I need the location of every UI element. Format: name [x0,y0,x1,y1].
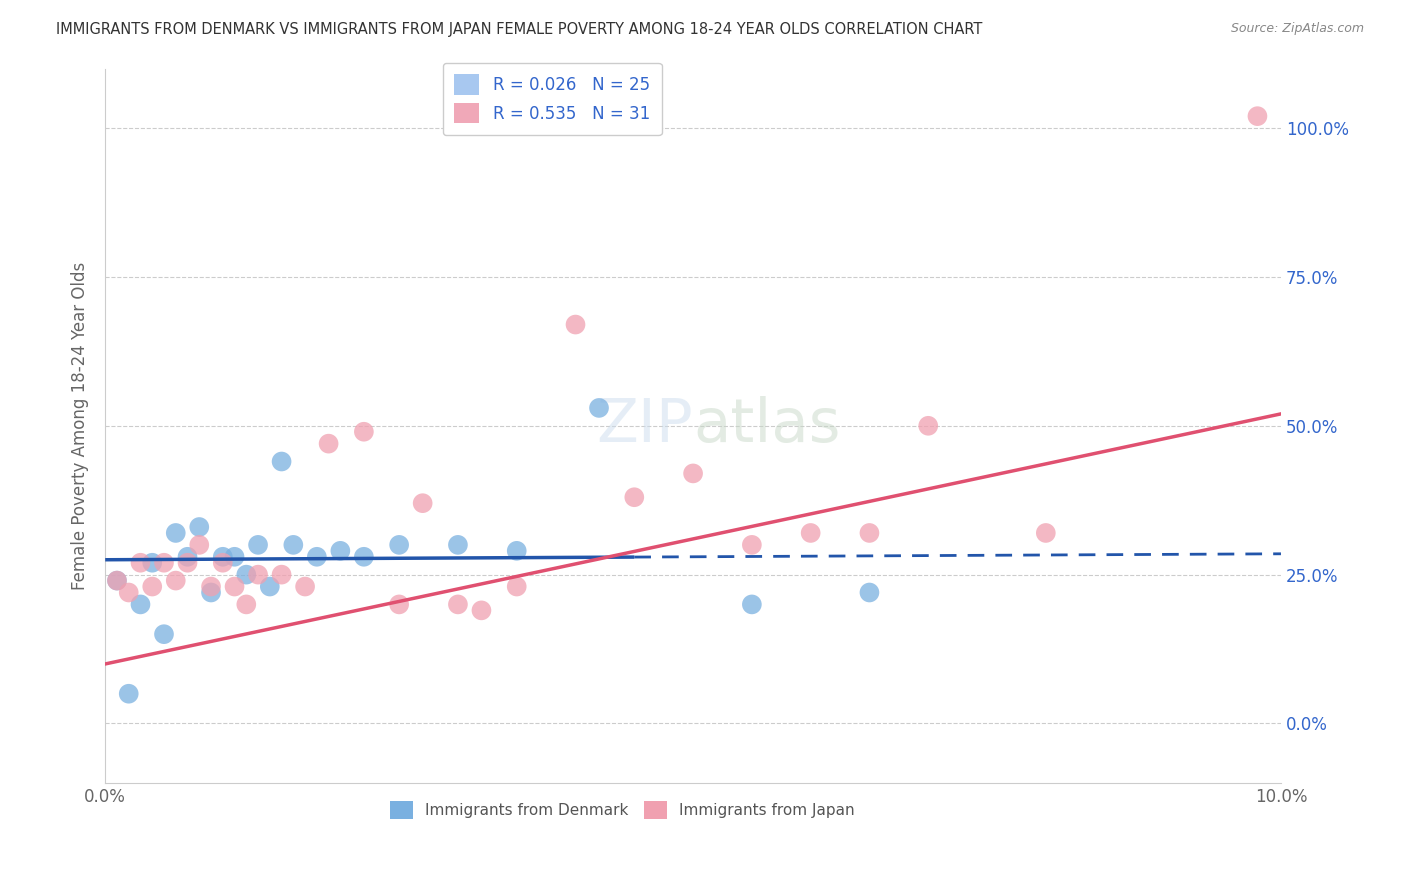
Y-axis label: Female Poverty Among 18-24 Year Olds: Female Poverty Among 18-24 Year Olds [72,261,89,590]
Point [176,549,198,564]
Point [506,580,529,594]
Point [353,425,375,439]
Text: Source: ZipAtlas.com: Source: ZipAtlas.com [1230,22,1364,36]
Point [224,580,246,594]
Point [259,580,281,594]
Point [800,525,823,540]
Point [858,525,880,540]
Point [129,556,152,570]
Point [176,556,198,570]
Point [270,567,292,582]
Point [305,549,328,564]
Point [200,580,222,594]
Point [283,538,305,552]
Point [353,549,375,564]
Point [200,585,222,599]
Point [153,556,176,570]
Point [235,567,257,582]
Point [1035,525,1057,540]
Point [188,538,211,552]
Point [270,454,292,468]
Point [858,585,880,599]
Point [917,418,939,433]
Point [412,496,434,510]
Point [294,580,316,594]
Point [211,556,233,570]
Point [318,436,340,450]
Point [741,598,763,612]
Point [1246,109,1268,123]
Point [682,467,704,481]
Point [470,603,492,617]
Point [165,525,187,540]
Point [224,549,246,564]
Text: ZIP: ZIP [596,396,693,455]
Text: IMMIGRANTS FROM DENMARK VS IMMIGRANTS FROM JAPAN FEMALE POVERTY AMONG 18-24 YEAR: IMMIGRANTS FROM DENMARK VS IMMIGRANTS FR… [56,22,983,37]
Point [388,598,411,612]
Point [211,549,233,564]
Point [141,556,163,570]
Point [247,538,270,552]
Point [447,538,470,552]
Point [247,567,270,582]
Text: atlas: atlas [693,396,841,455]
Point [588,401,610,415]
Point [447,598,470,612]
Point [118,687,141,701]
Point [329,544,352,558]
Point [506,544,529,558]
Point [564,318,586,332]
Point [153,627,176,641]
Point [141,580,163,594]
Point [165,574,187,588]
Point [105,574,128,588]
Point [118,585,141,599]
Point [741,538,763,552]
Point [105,574,128,588]
Point [188,520,211,534]
Legend: Immigrants from Denmark, Immigrants from Japan: Immigrants from Denmark, Immigrants from… [384,795,860,825]
Point [388,538,411,552]
Point [623,490,645,504]
Point [235,598,257,612]
Point [129,598,152,612]
